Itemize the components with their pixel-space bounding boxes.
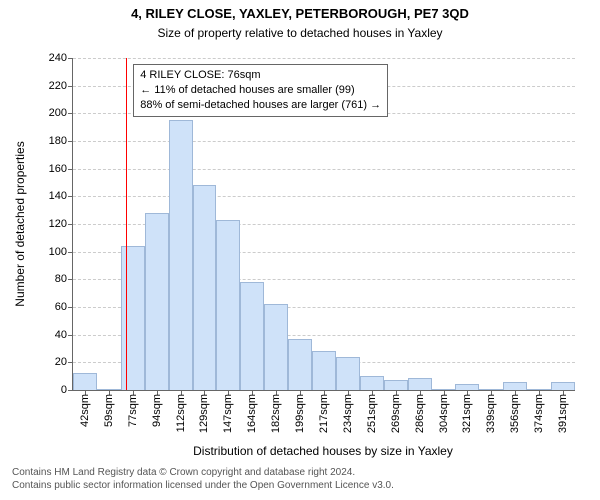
ytick-label: 20 (55, 356, 73, 368)
ytick-label: 240 (49, 52, 73, 64)
xtick-label: 217sqm (318, 390, 330, 433)
ytick-label: 160 (49, 163, 73, 175)
xtick-label: 182sqm (270, 390, 282, 433)
histogram-bar (360, 376, 384, 390)
annotation-line3: 88% of semi-detached houses are larger (… (140, 98, 381, 113)
chart-title-line2: Size of property relative to detached ho… (0, 26, 600, 40)
xtick-label: 42sqm (79, 390, 91, 427)
histogram-bar (384, 380, 408, 390)
xtick-label: 129sqm (198, 390, 210, 433)
histogram-bar (336, 357, 360, 390)
grid-line (73, 141, 575, 142)
ytick-label: 80 (55, 273, 73, 285)
grid-line (73, 58, 575, 59)
grid-line (73, 196, 575, 197)
y-axis-label: Number of detached properties (13, 141, 27, 306)
histogram-bar (264, 304, 288, 390)
ytick-label: 120 (49, 218, 73, 230)
x-axis-label: Distribution of detached houses by size … (72, 444, 574, 458)
histogram-bar (551, 382, 575, 390)
xtick-label: 391sqm (557, 390, 569, 433)
xtick-label: 374sqm (533, 390, 545, 433)
ytick-label: 40 (55, 329, 73, 341)
histogram-bar (408, 378, 432, 390)
histogram-bar (240, 282, 264, 390)
xtick-label: 339sqm (485, 390, 497, 433)
xtick-label: 59sqm (103, 390, 115, 427)
xtick-label: 321sqm (461, 390, 473, 433)
footer-line2: Contains public sector information licen… (12, 479, 394, 492)
marker-annotation: 4 RILEY CLOSE: 76sqm← 11% of detached ho… (133, 64, 388, 117)
xtick-label: 199sqm (294, 390, 306, 433)
footer-line1: Contains HM Land Registry data © Crown c… (12, 466, 394, 479)
histogram-bar (145, 213, 169, 390)
xtick-label: 304sqm (438, 390, 450, 433)
xtick-label: 147sqm (222, 390, 234, 433)
xtick-label: 77sqm (127, 390, 139, 427)
histogram-bar (121, 246, 145, 390)
ytick-label: 0 (61, 384, 73, 396)
ytick-label: 200 (49, 107, 73, 119)
chart-container: 4, RILEY CLOSE, YAXLEY, PETERBOROUGH, PE… (0, 0, 600, 500)
xtick-label: 251sqm (366, 390, 378, 433)
xtick-label: 269sqm (390, 390, 402, 433)
xtick-label: 112sqm (175, 390, 187, 432)
histogram-bar (503, 382, 527, 390)
ytick-label: 220 (49, 80, 73, 92)
xtick-label: 286sqm (414, 390, 426, 433)
plot-area: 02040608010012014016018020022024042sqm59… (72, 58, 575, 391)
footer-attribution: Contains HM Land Registry data © Crown c… (12, 466, 394, 492)
xtick-label: 94sqm (151, 390, 163, 427)
annotation-line2: ← 11% of detached houses are smaller (99… (140, 83, 381, 98)
ytick-label: 100 (49, 246, 73, 258)
histogram-bar (312, 351, 336, 390)
reference-marker-line (126, 58, 127, 390)
ytick-label: 140 (49, 190, 73, 202)
xtick-label: 234sqm (342, 390, 354, 433)
chart-title-line1: 4, RILEY CLOSE, YAXLEY, PETERBOROUGH, PE… (0, 6, 600, 21)
histogram-bar (288, 339, 312, 390)
xtick-label: 356sqm (509, 390, 521, 433)
xtick-label: 164sqm (246, 390, 258, 433)
histogram-bar (216, 220, 240, 390)
ytick-label: 180 (49, 135, 73, 147)
grid-line (73, 169, 575, 170)
annotation-line1: 4 RILEY CLOSE: 76sqm (140, 68, 381, 83)
histogram-bar (169, 120, 193, 390)
histogram-bar (73, 373, 97, 390)
histogram-bar (193, 185, 217, 390)
ytick-label: 60 (55, 301, 73, 313)
